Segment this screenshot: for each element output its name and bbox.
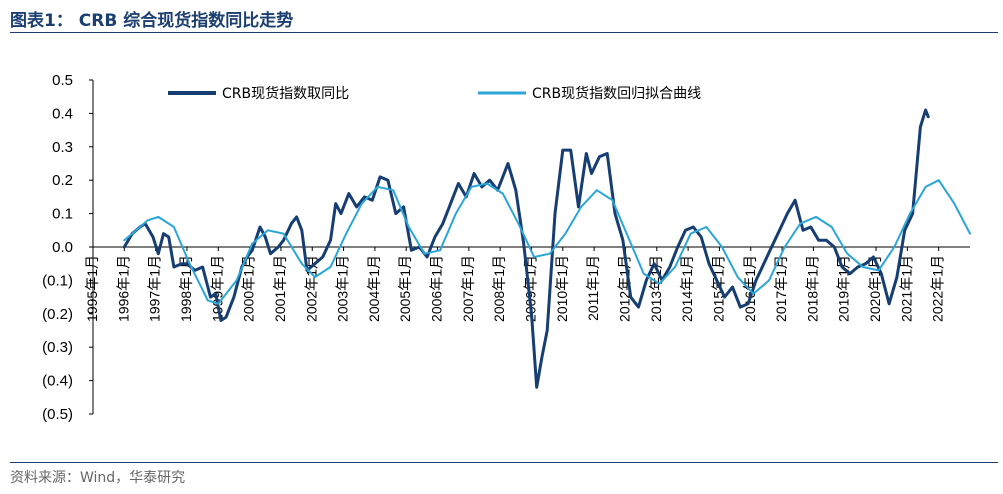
y-tick-label: (0.4) <box>42 373 73 390</box>
y-tick-label: 0.3 <box>52 139 73 156</box>
y-tick-label: (0.2) <box>42 306 73 323</box>
x-tick-label: 1998年1月 <box>178 255 194 322</box>
x-tick-label: 2022年1月 <box>930 255 946 322</box>
x-tick-label: 2007年1月 <box>460 255 476 322</box>
x-axis-ticks: 1995年1月 1996年1月 1997年1月 1998年1月 1999年1月 2000年… <box>84 247 946 322</box>
x-tick-label: 2015年1月 <box>710 255 726 322</box>
y-axis-ticks: 0.5 0.4 0.3 0.2 0.1 0.0 (0.1) (0.2) (0.3) (0.4) (0… <box>42 72 93 423</box>
x-tick-label: 2004年1月 <box>366 255 382 322</box>
x-tick-label: 2019年1月 <box>836 255 852 322</box>
x-tick-label: 1995年1月 <box>84 255 100 322</box>
series-line-1 <box>122 108 930 389</box>
series-line-2 <box>123 179 971 305</box>
x-tick-label: 2003年1月 <box>335 255 351 322</box>
legend-label: CRB现货指数取同比 <box>222 85 349 102</box>
source-note: 资料来源：Wind，华泰研究 <box>10 470 186 486</box>
x-tick-label: 2005年1月 <box>397 255 413 322</box>
x-tick-label: 2014年1月 <box>679 255 695 322</box>
x-tick-label: 2001年1月 <box>272 255 288 322</box>
x-tick-label: 2000年1月 <box>241 255 257 322</box>
footer-rule <box>10 462 998 463</box>
figure-title: 图表1： CRB 综合现货指数同比走势 <box>10 11 294 31</box>
x-tick-label: 1999年1月 <box>209 255 225 322</box>
y-tick-label: 0.1 <box>52 206 73 223</box>
legend-label: CRB现货指数回归拟合曲线 <box>532 85 701 102</box>
chart: 0.5 0.4 0.3 0.2 0.1 0.0 (0.1) (0.2) (0.3) (0.4) (0… <box>42 72 971 423</box>
title-rule <box>10 32 998 33</box>
y-tick-label: (0.3) <box>42 339 73 356</box>
x-tick-label: 2010年1月 <box>554 255 570 322</box>
x-tick-label: 1997年1月 <box>147 255 163 322</box>
x-tick-label: 2008年1月 <box>491 255 507 322</box>
x-tick-label: 2021年1月 <box>898 255 914 322</box>
y-tick-label: 0.4 <box>52 105 73 122</box>
y-tick-label: 0.5 <box>52 72 73 89</box>
y-tick-label: 0.2 <box>52 172 73 189</box>
x-tick-label: 2018年1月 <box>804 255 820 322</box>
x-tick-label: 2017年1月 <box>773 255 789 322</box>
x-tick-label: 1996年1月 <box>115 255 131 322</box>
y-tick-label: (0.5) <box>42 406 73 423</box>
legend: CRB现货指数取同比 CRB现货指数回归拟合曲线 <box>168 85 701 102</box>
y-tick-label: 0.0 <box>52 239 73 256</box>
x-tick-label: 2020年1月 <box>867 255 883 322</box>
series-layer <box>122 108 971 389</box>
x-tick-label: 2011年1月 <box>585 255 601 321</box>
y-tick-label: (0.1) <box>42 272 73 289</box>
header: 图表1： CRB 综合现货指数同比走势 <box>0 0 1003 34</box>
x-tick-label: 2006年1月 <box>429 255 445 322</box>
